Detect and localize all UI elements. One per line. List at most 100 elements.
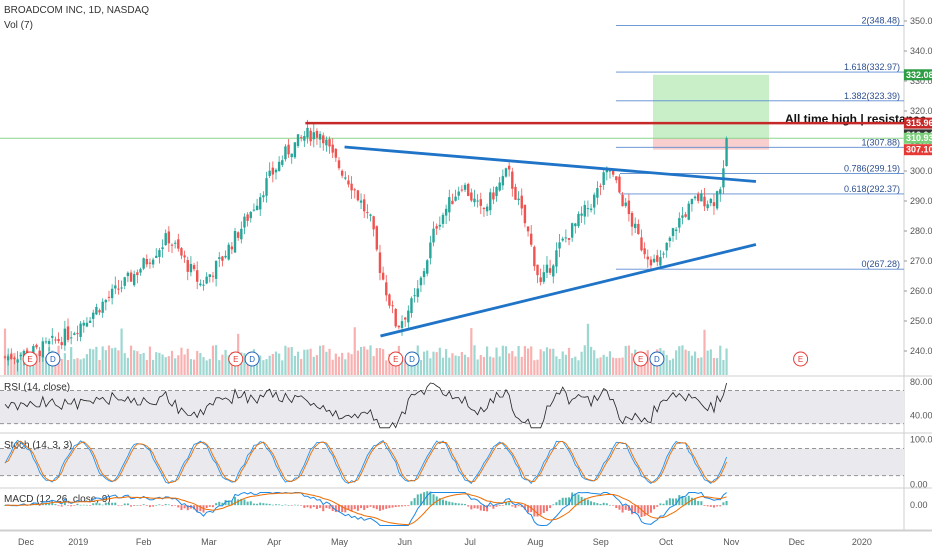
candle-body xyxy=(76,333,79,335)
candle-body xyxy=(199,283,202,286)
candle-body xyxy=(523,204,527,224)
candle-body xyxy=(693,196,697,199)
macd-histogram-bar xyxy=(419,493,422,506)
candle-body xyxy=(192,265,196,270)
volume-bar xyxy=(589,346,593,375)
macd-histogram-bar xyxy=(719,505,722,507)
candle-body xyxy=(725,138,728,166)
candle-body xyxy=(287,144,290,155)
earnings-marker xyxy=(388,351,404,367)
volume-bar xyxy=(709,349,712,375)
volume-bar xyxy=(372,356,375,375)
volume-bar xyxy=(662,350,665,375)
macd-histogram-bar xyxy=(287,505,290,506)
price-tick-label: 320.00 xyxy=(910,106,932,116)
candle-body xyxy=(482,207,486,210)
macd-histogram-bar xyxy=(240,498,243,506)
candle-body xyxy=(637,223,640,235)
volume-bar xyxy=(82,358,85,375)
volume-bar xyxy=(615,358,618,375)
volume-bar xyxy=(117,350,120,375)
volume-bar xyxy=(259,355,262,375)
price-tick-label: 260.00 xyxy=(910,286,932,296)
candle-body xyxy=(489,192,492,211)
macd-histogram-bar xyxy=(464,504,467,506)
candle-body xyxy=(678,218,681,228)
candle-body xyxy=(211,275,215,277)
macd-histogram-bar xyxy=(366,505,369,508)
macd-histogram-bar xyxy=(89,505,92,506)
macd-histogram-bar xyxy=(189,505,192,509)
candle-body xyxy=(186,260,189,272)
candle-body xyxy=(101,301,104,313)
macd-histogram-bar xyxy=(413,498,416,506)
price-tag-bg xyxy=(904,132,932,144)
macd-histogram-bar xyxy=(501,505,504,506)
macd-histogram-bar xyxy=(234,496,237,506)
macd-histogram-bar xyxy=(293,504,296,506)
volume-bar xyxy=(552,348,555,375)
candle-body xyxy=(309,130,312,142)
macd-histogram-bar xyxy=(473,505,476,509)
volume-bar xyxy=(164,357,167,375)
candle-body xyxy=(299,137,303,139)
macd-histogram-bar xyxy=(410,501,413,506)
volume-bar xyxy=(564,354,567,375)
macd-histogram-bar xyxy=(369,505,372,507)
volume-bar xyxy=(366,349,369,375)
volume-bar xyxy=(593,350,596,375)
volume-bar xyxy=(278,353,281,375)
candle-body xyxy=(561,238,564,241)
dividend-marker xyxy=(45,351,61,367)
macd-histogram-bar xyxy=(602,502,605,506)
macd-histogram-bar xyxy=(148,505,151,508)
macd-histogram-bar xyxy=(252,503,255,506)
candle-body xyxy=(507,165,511,170)
dividend-marker xyxy=(649,351,665,367)
macd-histogram-bar xyxy=(303,505,306,508)
candle-body xyxy=(173,242,177,244)
candle-body xyxy=(85,322,89,327)
candle-body xyxy=(38,350,41,357)
candle-body xyxy=(340,170,344,176)
macd-histogram-bar xyxy=(665,500,668,506)
volume-bar xyxy=(586,323,590,375)
macd-histogram-bar xyxy=(341,505,344,513)
macd-histogram-bar xyxy=(360,505,363,509)
macd-histogram-bar xyxy=(561,497,564,506)
candle-body xyxy=(659,257,662,266)
volume-bar xyxy=(693,351,697,375)
candle-body xyxy=(586,208,590,210)
volume-bar xyxy=(215,345,218,375)
time-tick-label: Sep xyxy=(593,537,609,547)
candle-body xyxy=(703,196,706,207)
candle-body xyxy=(473,198,476,203)
stoch-label: Stoch (14, 3, 3) xyxy=(4,440,72,451)
macd-histogram-bar xyxy=(142,504,145,506)
candle-body xyxy=(22,350,26,357)
candle-body xyxy=(303,136,306,141)
candle-body xyxy=(413,295,416,297)
volume-bar xyxy=(668,360,671,375)
macd-histogram-bar xyxy=(356,505,359,511)
candle-body xyxy=(400,321,404,328)
volume-bar xyxy=(66,360,70,375)
macd-histogram-bar xyxy=(237,499,240,506)
macd-histogram-bar xyxy=(656,505,659,507)
macd-histogram-bar xyxy=(555,502,558,506)
macd-histogram-bar xyxy=(476,505,479,509)
candle-body xyxy=(630,212,634,227)
macd-histogram-bar xyxy=(183,505,186,509)
macd-histogram-bar xyxy=(167,504,170,506)
volume-bar xyxy=(514,356,517,375)
volume-bar xyxy=(309,348,312,375)
price-tick-label: 240.00 xyxy=(910,346,932,356)
candle-body xyxy=(548,268,552,273)
candle-body xyxy=(656,255,659,262)
macd-histogram-bar xyxy=(145,505,148,506)
macd-label: MACD (12, 26, close, 9) xyxy=(4,494,111,505)
macd-histogram-bar xyxy=(372,505,375,509)
candle-body xyxy=(243,216,246,228)
volume-bar xyxy=(485,346,489,375)
volume-bar xyxy=(120,328,123,375)
